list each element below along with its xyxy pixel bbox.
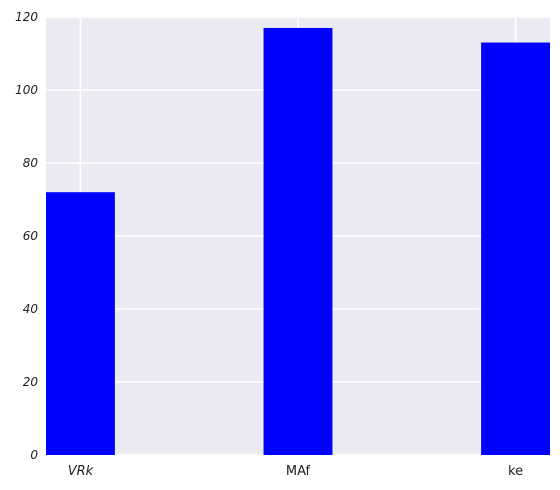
bar-VRk [46,192,115,455]
y-tick-labels: 0 20 40 60 80 100 120 [15,10,38,462]
y-tick-label: 120 [15,10,38,24]
y-tick-label: 40 [23,302,39,316]
y-tick-label: 0 [30,448,38,462]
bar-ke [481,42,550,456]
bars [46,27,550,456]
y-tick-label: 60 [23,229,39,243]
y-tick-label: 20 [23,375,39,389]
bar-MAf [263,27,333,455]
y-tick-label: 100 [15,83,38,97]
y-tick-label: 80 [23,156,39,170]
x-tick-label: VRk [68,464,94,479]
x-tick-label: MAf [286,464,311,479]
x-tick-labels: VRk MAf ke [68,464,523,479]
x-tick-label: ke [508,464,523,479]
